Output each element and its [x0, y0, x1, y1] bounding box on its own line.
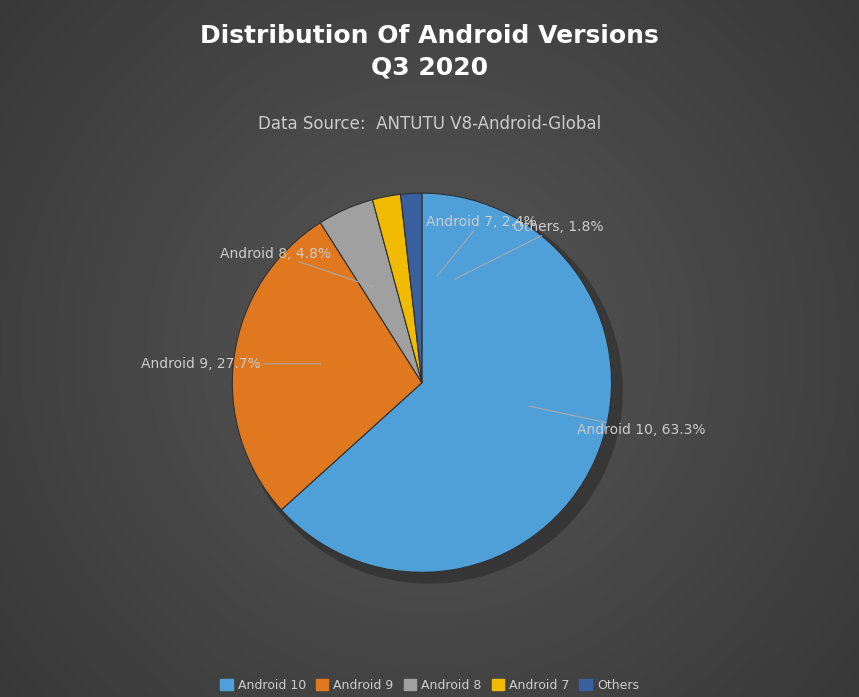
- Text: Android 8, 4.8%: Android 8, 4.8%: [220, 247, 374, 287]
- Wedge shape: [320, 200, 422, 383]
- Text: Android 7, 2.4%: Android 7, 2.4%: [426, 215, 537, 276]
- Text: Data Source:  ANTUTU V8-Android-Global: Data Source: ANTUTU V8-Android-Global: [258, 115, 601, 133]
- Wedge shape: [286, 197, 623, 583]
- Wedge shape: [326, 204, 430, 390]
- Wedge shape: [400, 193, 422, 383]
- Text: Android 10, 63.3%: Android 10, 63.3%: [529, 406, 706, 437]
- Wedge shape: [373, 194, 422, 383]
- Legend: Android 10, Android 9, Android 8, Android 7, Others: Android 10, Android 9, Android 8, Androi…: [215, 674, 644, 697]
- Text: Android 9, 27.7%: Android 9, 27.7%: [141, 357, 320, 371]
- Wedge shape: [408, 197, 430, 390]
- Text: Distribution Of Android Versions
Q3 2020: Distribution Of Android Versions Q3 2020: [200, 24, 659, 80]
- Wedge shape: [232, 222, 422, 510]
- Wedge shape: [379, 198, 430, 390]
- Text: Others, 1.8%: Others, 1.8%: [454, 220, 603, 279]
- Wedge shape: [236, 227, 430, 520]
- Wedge shape: [281, 193, 612, 572]
